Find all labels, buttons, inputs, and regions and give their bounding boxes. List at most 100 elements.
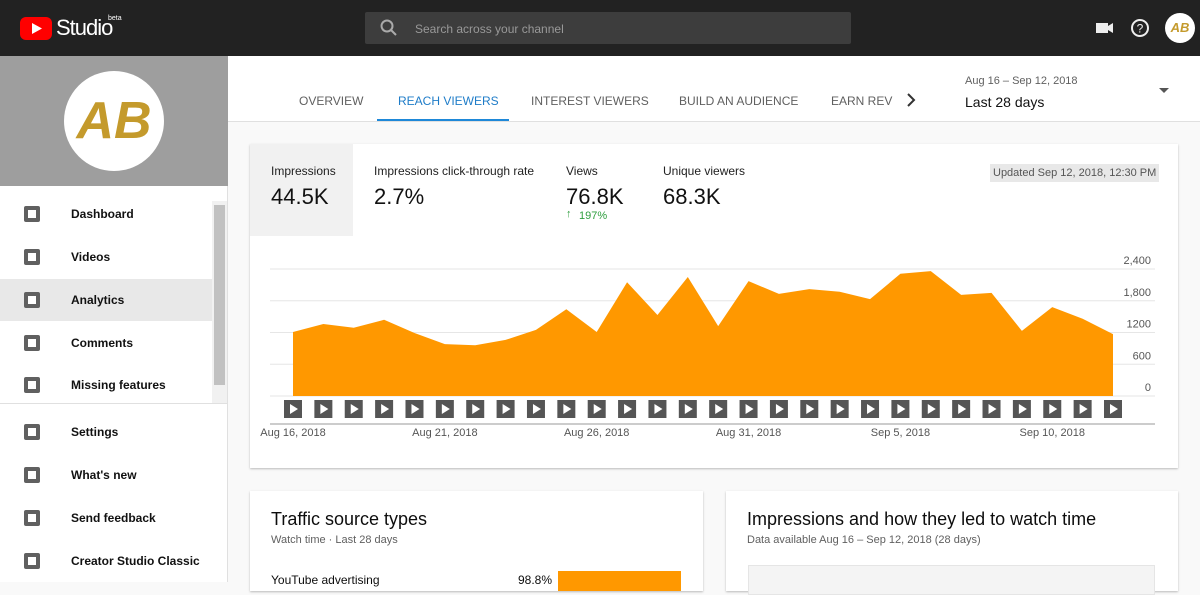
selected-metric [250, 144, 353, 236]
metric-label: Views [566, 164, 598, 178]
nav-item[interactable]: What's new [0, 454, 212, 496]
logo-icon [20, 17, 52, 40]
nav-item[interactable]: Creator Studio Classic [0, 540, 212, 582]
metric-change: 197% [579, 210, 608, 222]
nav-item[interactable]: Settings [0, 411, 212, 453]
video-marker-play [532, 404, 541, 414]
svg-text:?: ? [1137, 22, 1144, 36]
video-marker-play [381, 404, 390, 414]
search-box[interactable]: Search across your channel [365, 12, 851, 44]
impressions-card: Impressions and how they led to watch ti… [726, 491, 1178, 595]
date-label[interactable]: Last 28 days [965, 94, 1045, 110]
search-icon [380, 19, 397, 36]
video-marker-play [624, 404, 633, 414]
y-tick-label: 1,800 [1123, 287, 1151, 299]
nav-item[interactable]: Dashboard [0, 193, 212, 235]
nav-icon [24, 335, 40, 351]
create-icon[interactable] [1095, 20, 1115, 36]
nav-label: Analytics [71, 293, 125, 307]
video-marker-play [1018, 404, 1027, 414]
video-marker-play [1110, 404, 1118, 414]
x-tick-label: Aug 26, 2018 [564, 427, 629, 439]
chart: 0 600 1200 1,800 2,400 Aug 16, 2018 Aug 21, 20… [260, 255, 1155, 439]
y-tick-label: 1200 [1127, 319, 1151, 331]
row-label: YouTube advertising [271, 573, 380, 587]
nav-icon [24, 467, 40, 483]
video-marker-play [836, 404, 845, 414]
tab[interactable]: INTEREST VIEWERS [531, 94, 649, 108]
metric-label: Impressions [271, 164, 336, 178]
video-marker-play [290, 404, 298, 414]
video-marker-play [350, 404, 359, 414]
video-marker-play [715, 404, 724, 414]
nav-label: Missing features [71, 378, 166, 392]
video-marker-play [958, 404, 967, 414]
top-bar: Studio beta Search across your channel ?… [0, 0, 1200, 56]
nav-label: What's new [71, 468, 137, 482]
row-value: 98.8% [518, 573, 553, 587]
card-title: Traffic source types [271, 509, 428, 529]
nav-label: Dashboard [71, 207, 134, 221]
nav-label: Send feedback [71, 511, 156, 525]
nav-icon [24, 553, 40, 569]
channel-banner: AB [0, 56, 228, 186]
logo-text: Studio [56, 15, 113, 40]
video-marker-play [684, 404, 693, 414]
video-marker-play [654, 404, 663, 414]
nav-item[interactable]: Missing features [0, 364, 212, 406]
nav-item[interactable]: Analytics [0, 279, 212, 321]
metric-value: 44.5K [271, 184, 329, 209]
video-marker-play [745, 404, 754, 414]
video-marker-play [1079, 404, 1088, 414]
metric-value: 76.8K [566, 184, 624, 209]
tab-scroll-arrow[interactable] [905, 92, 917, 108]
nav-item[interactable]: Send feedback [0, 497, 212, 539]
updated-badge: Updated Sep 12, 2018, 12:30 PM [990, 164, 1160, 182]
account-avatar[interactable]: AB [1165, 13, 1195, 43]
sidebar: AB Dashboard Videos Analytics Comments Missi… [0, 56, 228, 582]
x-tick-label: Aug 21, 2018 [412, 427, 477, 439]
tab[interactable]: OVERVIEW [299, 94, 364, 108]
nav-item[interactable]: Comments [0, 322, 212, 364]
nav-label: Comments [71, 336, 134, 350]
row-bar [558, 571, 681, 591]
metric-value: 2.7% [374, 184, 425, 209]
video-marker-play [472, 404, 481, 414]
nav-icon [24, 510, 40, 526]
x-tick-label: Aug 16, 2018 [260, 427, 325, 439]
tab[interactable]: EARN REV [831, 94, 893, 108]
search-placeholder: Search across your channel [415, 22, 564, 36]
nav-item[interactable]: Videos [0, 236, 212, 278]
scroll-thumb[interactable] [214, 205, 225, 385]
funnel-box [748, 565, 1155, 595]
video-marker-play [867, 404, 876, 414]
divider [0, 403, 228, 404]
video-marker-play [775, 404, 784, 414]
video-marker-play [563, 404, 572, 414]
video-marker-play [593, 404, 602, 414]
video-marker-play [1049, 404, 1058, 414]
date-dropdown[interactable] [1159, 88, 1169, 94]
metric-value: 68.3K [663, 184, 721, 209]
nav-icon [24, 206, 40, 222]
y-tick-label: 2,400 [1123, 255, 1151, 267]
y-tick-label: 600 [1133, 350, 1151, 362]
card-subtitle: Data available Aug 16 – Sep 12, 2018 (28… [747, 534, 981, 546]
channel-avatar[interactable]: AB [64, 71, 164, 171]
nav-label: Settings [71, 425, 119, 439]
y-tick-label: 0 [1145, 382, 1151, 394]
date-range: Aug 16 – Sep 12, 2018 [965, 75, 1078, 87]
video-marker-play [411, 404, 420, 414]
video-marker-play [441, 404, 450, 414]
nav-icon [24, 249, 40, 265]
tab[interactable]: REACH VIEWERS [398, 94, 499, 108]
help-icon[interactable]: ? [1130, 18, 1150, 38]
nav-label: Videos [71, 250, 111, 264]
nav-label: Creator Studio Classic [71, 554, 200, 568]
tab[interactable]: BUILD AN AUDIENCE [679, 94, 799, 108]
video-marker-play [806, 404, 815, 414]
card-title: Impressions and how they led to watch ti… [747, 509, 1097, 529]
video-marker-play [988, 404, 997, 414]
metric-label: Unique viewers [663, 164, 746, 178]
